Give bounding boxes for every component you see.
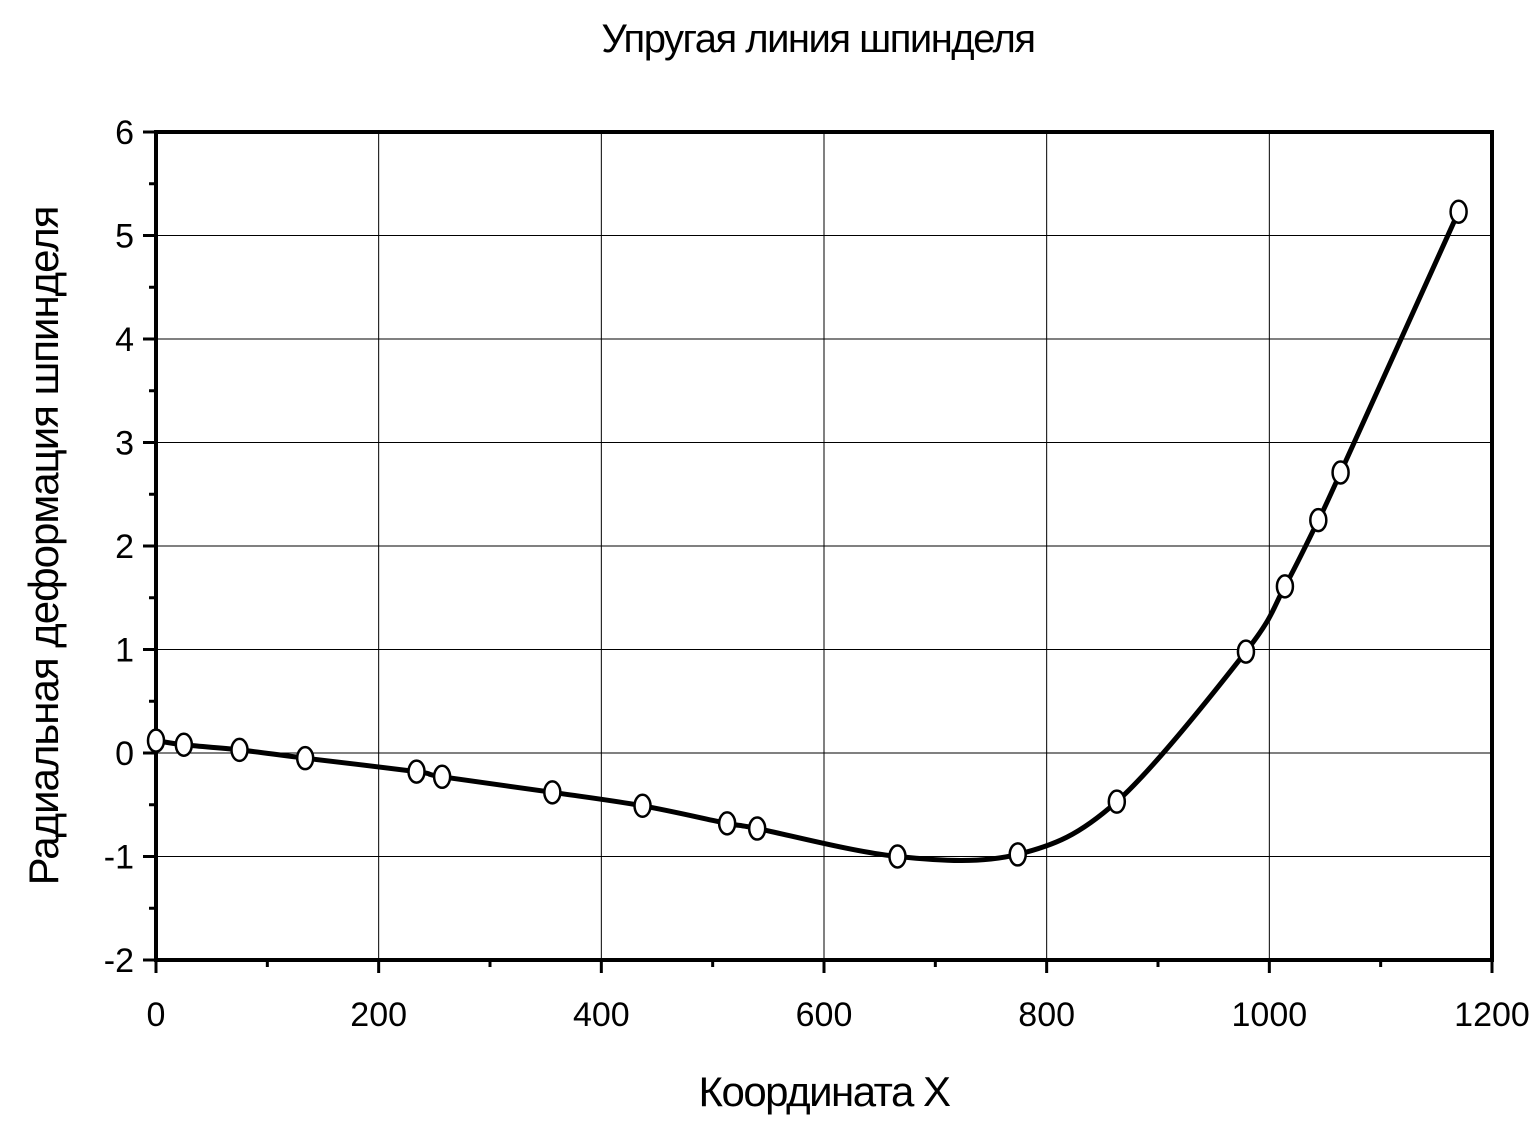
marker bbox=[717, 811, 737, 836]
marker bbox=[407, 759, 426, 784]
line bbox=[155, 210, 1461, 864]
y-tick-label: 3 bbox=[115, 425, 134, 463]
y-tick-label: -2 bbox=[104, 942, 134, 980]
marker bbox=[543, 780, 562, 805]
marker bbox=[1331, 460, 1350, 485]
chart-title: Упругая линия шпинделя bbox=[601, 17, 1034, 61]
x-tick-label: 1200 bbox=[1454, 996, 1530, 1034]
marker bbox=[1309, 507, 1328, 533]
y-tick-label: 1 bbox=[115, 632, 134, 670]
x-axis-label: Координата X bbox=[699, 1068, 951, 1115]
marker bbox=[432, 764, 452, 790]
marker bbox=[146, 728, 166, 753]
marker bbox=[1449, 199, 1468, 224]
y-tick-label: 4 bbox=[115, 321, 134, 359]
x-tick-label: 200 bbox=[350, 996, 407, 1034]
marker bbox=[747, 816, 767, 841]
x-tick-label: 0 bbox=[147, 996, 166, 1034]
y-tick-label: 5 bbox=[115, 218, 134, 256]
plot-frame bbox=[154, 130, 1494, 962]
y-tick-label: 0 bbox=[115, 735, 134, 773]
x-tick-label: 400 bbox=[573, 996, 630, 1034]
y-axis-label: Радиальная деформация шпинделя bbox=[20, 207, 67, 886]
marker bbox=[1236, 639, 1256, 664]
marker bbox=[888, 844, 907, 869]
marker bbox=[1275, 574, 1295, 599]
marker bbox=[633, 793, 652, 819]
x-tick-label: 800 bbox=[1018, 996, 1075, 1034]
marker bbox=[230, 737, 249, 763]
marker bbox=[174, 732, 194, 757]
marker bbox=[295, 745, 315, 771]
x-tick-label: 1000 bbox=[1232, 996, 1308, 1034]
marker bbox=[1008, 842, 1027, 867]
y-tick-label: 6 bbox=[115, 114, 134, 152]
y-tick-label: -1 bbox=[104, 839, 134, 877]
x-tick-label: 600 bbox=[796, 996, 853, 1034]
y-tick-label: 2 bbox=[115, 528, 134, 566]
marker bbox=[1107, 789, 1127, 814]
